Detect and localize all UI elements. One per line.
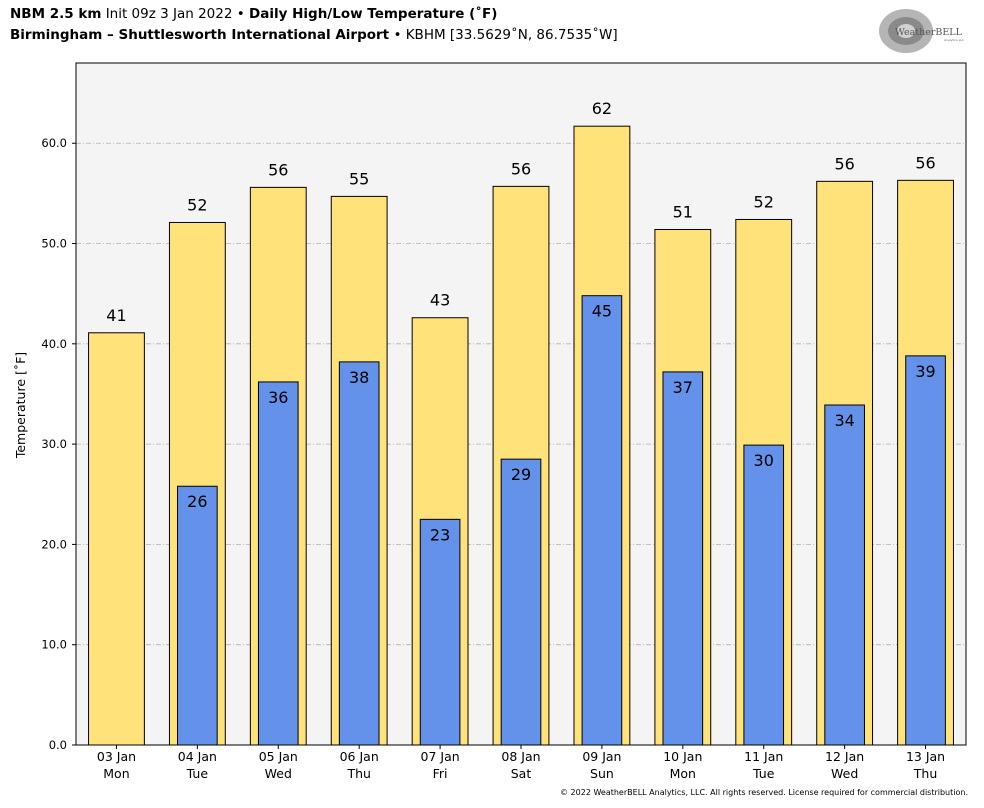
x-tick-day-label: Tue (752, 766, 775, 781)
x-tick-date-label: 10 Jan (663, 749, 702, 764)
weatherbell-logo: WeatherBELL Analytics LLC (879, 9, 964, 53)
y-tick-label: 60.0 (41, 136, 67, 150)
x-tick-date-label: 04 Jan (178, 749, 217, 764)
low-temp-label: 34 (834, 411, 854, 430)
low-temp-bar (500, 458, 542, 746)
x-tick-date-label: 05 Jan (259, 749, 298, 764)
low-temp-label: 30 (754, 451, 774, 470)
low-temp-label: 29 (511, 465, 531, 484)
y-tick-label: 20.0 (41, 537, 67, 551)
init-time: Init 09z 3 Jan 2022 (105, 6, 233, 22)
logo-text: WeatherBELL (895, 27, 963, 38)
subtitle-bullet: • (393, 27, 402, 43)
high-temp-label: 52 (187, 195, 207, 214)
x-axis: 03 Jan Mon 04 Jan Tue 05 Jan Wed 06 Jan Thu 07 J… (97, 745, 945, 781)
x-tick-day-label: Thu (346, 766, 370, 781)
low-temp-label: 26 (187, 492, 207, 511)
x-tick-date-label: 08 Jan (501, 749, 540, 764)
low-temp-bar (905, 355, 946, 746)
title-bullet: • (236, 6, 245, 22)
station-name: Birmingham – Shuttlesworth International… (10, 27, 390, 43)
x-tick-date-label: 09 Jan (582, 749, 621, 764)
high-temp-bar (88, 332, 145, 746)
high-temp-label: 41 (106, 306, 126, 325)
x-tick-day-label: Sat (511, 766, 532, 781)
station-info: KBHM [33.5629˚N, 86.7535˚W] (405, 27, 618, 43)
x-tick-date-label: 06 Jan (340, 749, 379, 764)
y-axis-label: Temperature [˚F] (13, 352, 28, 459)
low-temp-bar (824, 404, 865, 746)
high-temp-label: 56 (834, 154, 854, 173)
high-temp-label: 56 (511, 159, 531, 178)
x-tick-day-label: Sun (590, 766, 614, 781)
x-tick-day-label: Fri (433, 766, 448, 781)
chart-subtitle: Birmingham – Shuttlesworth International… (10, 27, 618, 43)
x-tick-date-label: 03 Jan (97, 749, 136, 764)
logo-swirl-core (897, 24, 915, 38)
low-temp-bar (177, 485, 218, 746)
y-tick-label: 0.0 (49, 738, 67, 752)
low-temp-bar (419, 518, 461, 746)
low-temp-label: 23 (430, 525, 450, 544)
x-tick-day-label: Mon (103, 766, 129, 781)
low-temp-bar (257, 381, 299, 746)
x-tick-day-label: Wed (265, 766, 292, 781)
high-temp-label: 56 (268, 160, 288, 179)
x-tick-date-label: 11 Jan (744, 749, 783, 764)
high-temp-label: 51 (673, 202, 693, 221)
low-temp-bar (662, 371, 704, 746)
bars (88, 125, 954, 746)
x-tick-date-label: 07 Jan (421, 749, 460, 764)
y-tick-label: 40.0 (41, 337, 67, 351)
low-temp-bar (338, 361, 380, 746)
high-temp-label: 62 (592, 99, 612, 118)
y-axis: 0.0 10.0 20.0 30.0 40.0 50.0 60.0 (41, 136, 76, 752)
x-tick-date-label: 12 Jan (825, 749, 864, 764)
low-temp-label: 45 (592, 302, 612, 321)
low-temp-label: 39 (915, 362, 935, 381)
x-tick-day-label: Thu (913, 766, 937, 781)
high-temp-label: 43 (430, 291, 450, 310)
bar-value-labels: 41 52 56 55 43 56 62 51 52 56 56 26 36 38 23 29 45 37 30 34… (106, 99, 935, 544)
x-tick-day-label: Tue (186, 766, 209, 781)
y-tick-label: 10.0 (41, 638, 67, 652)
high-temp-label: 56 (915, 153, 935, 172)
low-temp-bar (581, 295, 623, 746)
high-temp-label: 55 (349, 169, 369, 188)
logo-subtext: Analytics LLC (944, 38, 964, 42)
high-temp-label: 52 (754, 192, 774, 211)
chart-title: NBM 2.5 km Init 09z 3 Jan 2022 • Daily H… (10, 6, 497, 22)
y-tick-label: 30.0 (41, 437, 67, 451)
product-name: Daily High/Low Temperature (˚F) (249, 6, 498, 22)
model-name: NBM 2.5 km (10, 6, 102, 22)
y-tick-label: 50.0 (41, 237, 67, 251)
x-tick-day-label: Mon (670, 766, 696, 781)
low-temp-label: 37 (673, 378, 693, 397)
low-temp-label: 36 (268, 388, 288, 407)
low-temp-bar (743, 444, 785, 746)
x-tick-date-label: 13 Jan (906, 749, 945, 764)
copyright-notice: © 2022 WeatherBELL Analytics, LLC. All r… (560, 788, 968, 797)
low-temp-label: 38 (349, 368, 369, 387)
x-tick-day-label: Wed (831, 766, 858, 781)
